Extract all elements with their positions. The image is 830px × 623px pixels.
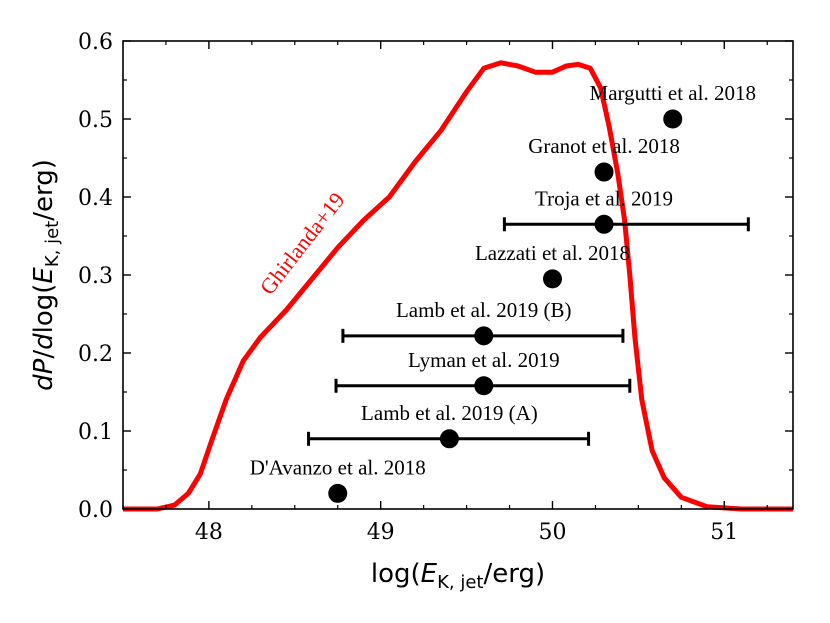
data-point bbox=[594, 162, 614, 182]
point-label: Lamb et al. 2019 (A) bbox=[361, 401, 538, 425]
x-tick-label: 50 bbox=[538, 520, 566, 545]
y-tick-label: 0.2 bbox=[78, 342, 113, 367]
x-axis-label: log(EK, jet/erg) bbox=[371, 559, 545, 593]
y-tick-label: 0.0 bbox=[78, 498, 113, 523]
ghirlanda-curve bbox=[123, 60, 793, 512]
tick-layer bbox=[122, 40, 793, 510]
curve-layer bbox=[123, 60, 793, 512]
y-tick-label: 0.1 bbox=[78, 420, 113, 445]
x-tick-label: 48 bbox=[195, 520, 223, 545]
data-point bbox=[439, 429, 459, 449]
point-label: Lyman et al. 2019 bbox=[408, 348, 560, 372]
point-label: D'Avanzo et al. 2018 bbox=[250, 455, 426, 479]
point-layer bbox=[328, 109, 683, 503]
x-tick-label: 49 bbox=[367, 520, 395, 545]
point-label: Margutti et al. 2018 bbox=[590, 81, 756, 105]
point-label: Granot et al. 2018 bbox=[528, 134, 680, 158]
y-tick-label: 0.6 bbox=[78, 30, 113, 55]
data-point bbox=[328, 483, 348, 503]
data-point bbox=[474, 326, 494, 346]
point-label: Lazzati et al. 2018 bbox=[475, 241, 630, 265]
data-point bbox=[663, 109, 683, 129]
y-tick-label: 0.4 bbox=[78, 186, 113, 211]
x-tick-label: 51 bbox=[710, 520, 738, 545]
label-layer: D'Avanzo et al. 2018 Lamb et al. 2019 (A)… bbox=[250, 81, 756, 479]
y-tick-label: 0.3 bbox=[78, 264, 113, 289]
data-point bbox=[594, 214, 614, 234]
curve-label-ghirlanda: Ghirlanda+19 bbox=[255, 187, 350, 299]
y-axis-label: dP/dlog(EK, jet/erg) bbox=[29, 159, 63, 391]
point-label: Lamb et al. 2019 (B) bbox=[396, 298, 572, 322]
data-point bbox=[474, 376, 494, 396]
point-label: Troja et al. 2019 bbox=[535, 186, 673, 210]
tick-label-layer: 48 49 50 51 0.0 0.1 0.2 0.3 0.4 0.5 0.6 bbox=[78, 30, 738, 545]
y-tick-label: 0.5 bbox=[78, 108, 113, 133]
data-point bbox=[542, 269, 562, 289]
